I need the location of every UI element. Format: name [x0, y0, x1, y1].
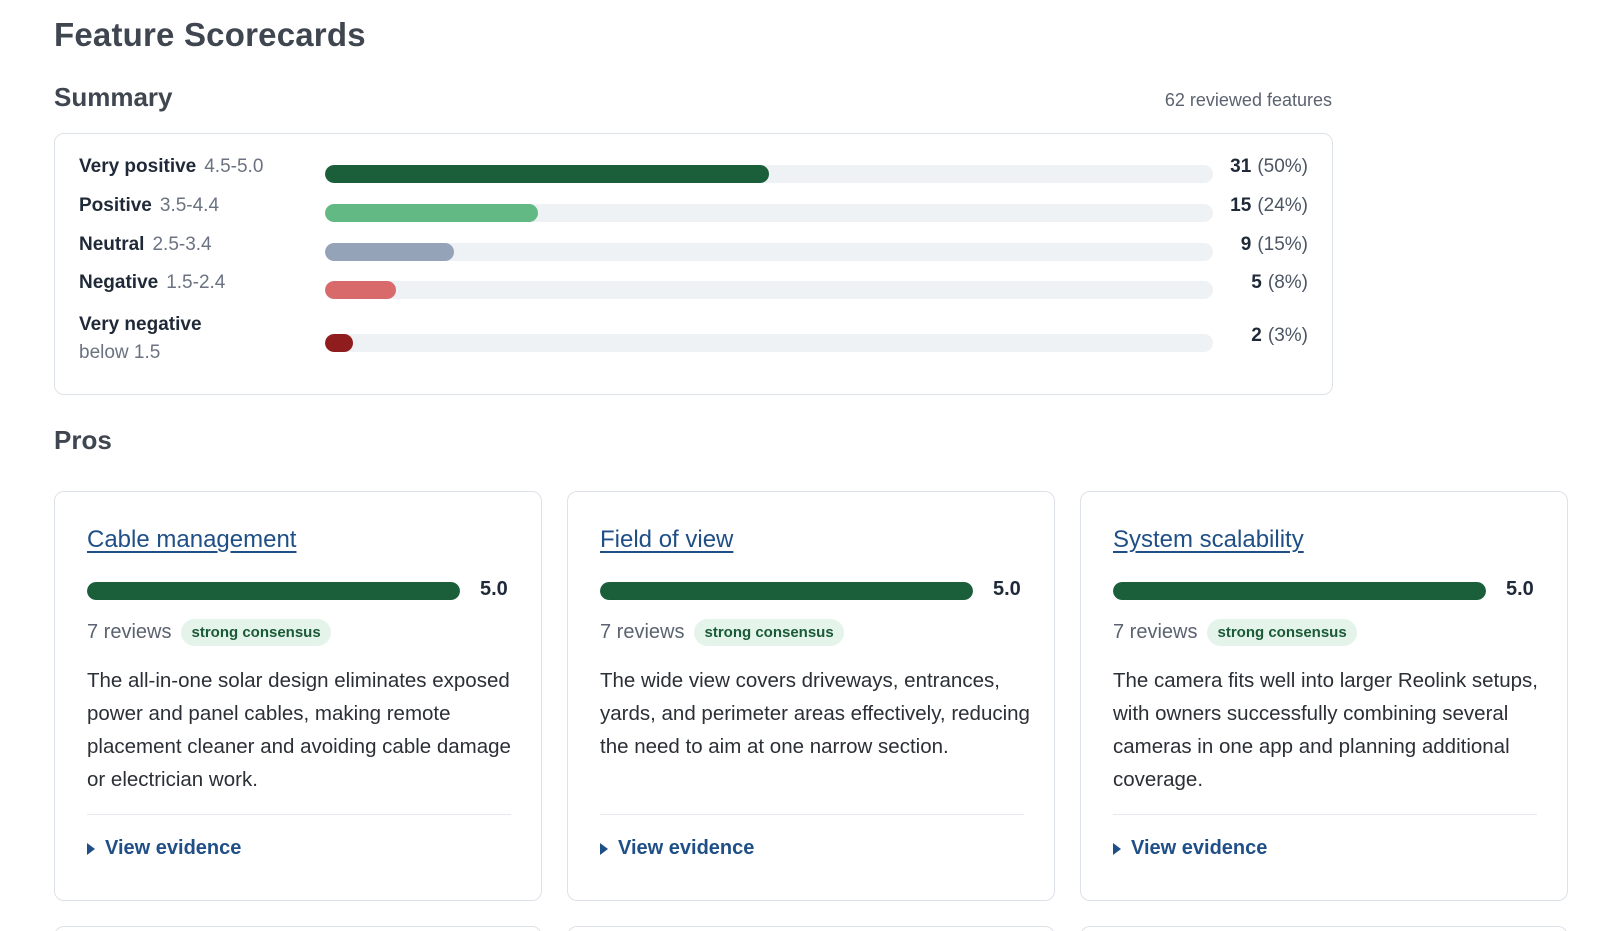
summary-heading: Summary — [54, 82, 173, 112]
page-title: Feature Scorecards — [54, 16, 366, 53]
score-bar-fill — [1113, 582, 1486, 600]
view-evidence-toggle[interactable]: View evidence — [600, 837, 754, 860]
distribution-bar-fill — [325, 243, 454, 261]
score-bar-fill — [600, 582, 973, 600]
view-evidence-toggle[interactable]: View evidence — [87, 837, 241, 860]
distribution-bar-track — [325, 281, 1213, 299]
pro-card-partial — [54, 926, 542, 931]
feature-score: 5.0 — [480, 578, 508, 600]
summary-row-value: 2 (3%) — [1251, 325, 1308, 347]
feature-score: 5.0 — [993, 578, 1021, 600]
review-count: 7 reviews — [87, 620, 172, 643]
feature-percent: (15%) — [1257, 234, 1308, 255]
view-evidence-label: View evidence — [618, 837, 755, 859]
consensus-badge: strong consensus — [181, 618, 331, 646]
score-range: 4.5-5.0 — [204, 156, 264, 177]
review-meta: 7 reviews strong consensus — [87, 617, 331, 647]
summary-row-value: 5 (8%) — [1251, 272, 1308, 294]
sentiment-name: Negative — [79, 272, 159, 293]
summary-row-value: 15 (24%) — [1230, 195, 1308, 217]
summary-row-very-negative: Very negative below 1.5 2 (3%) — [79, 314, 1308, 363]
pro-card-partial — [567, 926, 1055, 931]
score-bar-track — [87, 582, 460, 600]
summary-row-value: 31 (50%) — [1230, 156, 1308, 178]
caret-right-icon — [600, 842, 608, 855]
summary-row-negative: Negative 1.5-2.4 5 (8%) — [79, 264, 1308, 304]
feature-description: The wide view covers driveways, entrance… — [600, 669, 1030, 758]
feature-count: 9 — [1240, 234, 1252, 255]
feature-count: 5 — [1251, 272, 1262, 293]
feature-count: 15 — [1230, 195, 1252, 216]
feature-percent: (8%) — [1267, 272, 1308, 293]
view-evidence-toggle[interactable]: View evidence — [1113, 837, 1267, 860]
distribution-bar-track — [325, 243, 1213, 261]
feature-title-link[interactable]: Cable management — [87, 526, 297, 553]
sentiment-name: Very negative — [79, 314, 202, 335]
distribution-bar-fill — [325, 334, 354, 352]
consensus-badge: strong consensus — [1207, 618, 1357, 646]
view-evidence-label: View evidence — [1131, 837, 1268, 859]
sentiment-name: Neutral — [79, 234, 145, 255]
caret-right-icon — [1113, 842, 1121, 855]
distribution-bar-track — [325, 204, 1213, 222]
feature-count: 2 — [1251, 325, 1262, 346]
pro-card-partial — [1080, 926, 1568, 931]
summary-row-very-positive: Very positive 4.5-5.0 31 (50%) — [79, 148, 1308, 188]
pro-card-system-scalability: System scalability 5.0 7 reviews strong … — [1080, 491, 1568, 901]
score-bar-track — [600, 582, 973, 600]
score-bar-fill — [87, 582, 460, 600]
summary-row-label: Negative 1.5-2.4 — [79, 272, 225, 294]
score-bar-track — [1113, 582, 1486, 600]
view-evidence-label: View evidence — [105, 837, 242, 859]
feature-description: The camera fits well into larger Reolink… — [1113, 669, 1538, 791]
feature-percent: (24%) — [1257, 195, 1308, 216]
distribution-bar-track — [325, 334, 1213, 352]
card-divider — [600, 814, 1024, 815]
score-range: 3.5-4.4 — [159, 195, 220, 216]
summary-row-value: 9 (15%) — [1241, 234, 1308, 256]
summary-row-label: Very positive 4.5-5.0 — [79, 156, 263, 178]
reviewed-features-count: 62 reviewed features — [1164, 90, 1332, 110]
summary-row-label: Positive 3.5-4.4 — [79, 195, 219, 217]
distribution-bar-track — [325, 165, 1213, 183]
feature-title-link[interactable]: Field of view — [600, 526, 734, 553]
review-count: 7 reviews — [1113, 620, 1198, 643]
feature-title-link[interactable]: System scalability — [1113, 526, 1304, 553]
feature-count: 31 — [1230, 156, 1252, 177]
distribution-bar-fill — [325, 204, 539, 222]
summary-card: Very positive 4.5-5.0 31 (50%) Positive 3.5… — [54, 133, 1333, 395]
summary-row-neutral: Neutral 2.5-3.4 9 (15%) — [79, 226, 1308, 266]
card-divider — [1113, 814, 1537, 815]
review-meta: 7 reviews strong consensus — [600, 617, 844, 647]
pro-card-field-of-view: Field of view 5.0 7 reviews strong conse… — [567, 491, 1055, 901]
consensus-badge: strong consensus — [694, 618, 844, 646]
summary-row-label: Neutral 2.5-3.4 — [79, 234, 212, 256]
feature-description: The all-in-one solar design eliminates e… — [87, 669, 511, 791]
review-meta: 7 reviews strong consensus — [1113, 617, 1357, 647]
score-range: below 1.5 — [79, 342, 161, 363]
pros-heading: Pros — [54, 425, 112, 455]
distribution-bar-fill — [325, 165, 769, 183]
distribution-bar-fill — [325, 281, 397, 299]
summary-row-label: Very negative below 1.5 — [79, 311, 202, 367]
caret-right-icon — [87, 842, 95, 855]
feature-percent: (3%) — [1267, 325, 1308, 346]
card-divider — [87, 814, 511, 815]
score-range: 1.5-2.4 — [166, 272, 226, 293]
sentiment-name: Positive — [79, 195, 152, 216]
review-count: 7 reviews — [600, 620, 685, 643]
feature-score: 5.0 — [1506, 578, 1534, 600]
sentiment-name: Very positive — [79, 156, 197, 177]
score-range: 2.5-3.4 — [152, 234, 212, 255]
pro-card-cable-management: Cable management 5.0 7 reviews strong co… — [54, 491, 542, 901]
feature-percent: (50%) — [1257, 156, 1308, 177]
summary-row-positive: Positive 3.5-4.4 15 (24%) — [79, 187, 1308, 227]
